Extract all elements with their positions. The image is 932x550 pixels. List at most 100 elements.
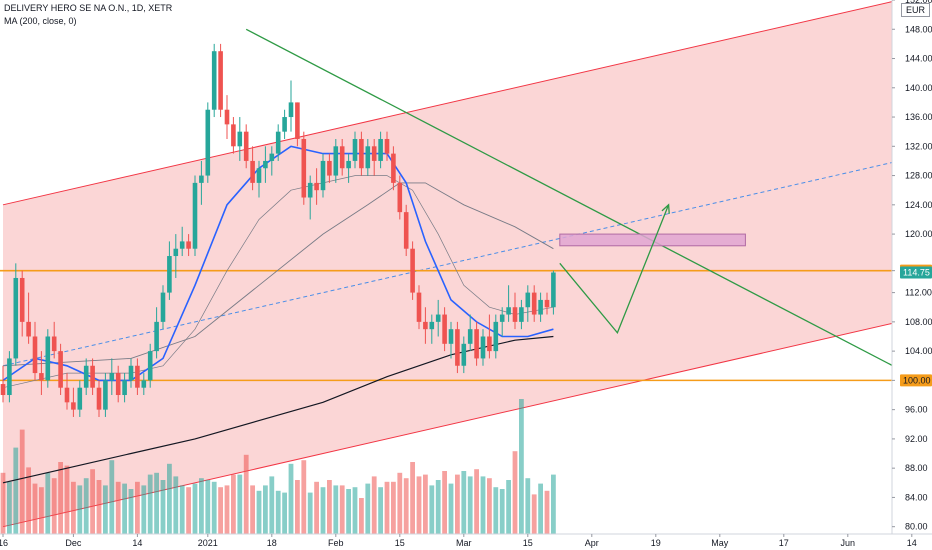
candle-body <box>327 160 332 176</box>
x-tick-label: Dec <box>65 538 82 548</box>
volume-bar <box>135 481 140 534</box>
candle <box>179 226 185 257</box>
candle-body <box>295 102 300 139</box>
candle <box>416 285 422 330</box>
candle <box>346 153 351 183</box>
candle-body <box>551 272 556 308</box>
candle <box>192 175 198 257</box>
candle <box>519 299 524 330</box>
candle <box>461 336 467 374</box>
candle-body <box>371 146 377 161</box>
volume-bar <box>531 494 537 534</box>
candle <box>39 351 44 396</box>
y-tick-label: 84.00 <box>905 492 928 502</box>
candle <box>314 168 319 205</box>
candle-body <box>538 299 543 315</box>
candle-body <box>147 351 153 381</box>
volume-bar <box>13 447 19 534</box>
candle-body <box>307 182 313 198</box>
candle <box>307 175 313 220</box>
candle <box>455 321 460 374</box>
volume-bar <box>141 485 147 534</box>
candle <box>32 321 38 381</box>
volume-bar <box>109 460 115 534</box>
volume-bar <box>474 469 479 534</box>
volume-bar <box>384 481 390 534</box>
candle <box>506 285 511 322</box>
volume-bar <box>115 481 121 534</box>
candle <box>45 329 51 388</box>
candle <box>115 365 121 403</box>
volume-bar <box>19 429 25 534</box>
level-price-tag-bg <box>900 374 932 387</box>
volume-bar <box>333 485 339 534</box>
candle <box>423 307 428 344</box>
candle <box>327 153 332 183</box>
candle-body <box>474 329 479 359</box>
candle-body <box>237 131 243 147</box>
volume-bar <box>525 478 531 534</box>
currency-badge[interactable]: EUR <box>900 3 930 17</box>
y-tick-label: 108.00 <box>905 317 932 327</box>
candle <box>435 299 441 337</box>
volume-bar <box>275 490 281 534</box>
candle-body <box>256 168 262 183</box>
candle-body <box>58 351 63 388</box>
candle <box>551 270 556 315</box>
candle-body <box>288 102 294 118</box>
candle <box>429 314 435 344</box>
volume-bar <box>179 485 185 534</box>
volume-bar <box>45 472 51 534</box>
candle-body <box>320 160 326 191</box>
candle-body <box>26 321 31 337</box>
volume-bar <box>467 476 473 534</box>
volume-bar <box>282 492 287 534</box>
candle <box>301 131 307 205</box>
candle-body <box>410 248 415 293</box>
volume-bar <box>314 481 319 534</box>
volume-bar <box>39 487 44 534</box>
candle <box>365 138 371 176</box>
y-tick-label: 88.00 <box>905 463 928 473</box>
volume-bar <box>391 481 396 534</box>
candle-body <box>103 380 108 410</box>
volume-bar <box>250 485 255 534</box>
volume-bar <box>147 474 153 534</box>
candle-body <box>333 146 339 176</box>
volume-bar <box>403 478 409 534</box>
y-tick-label: 96.00 <box>905 405 928 415</box>
candle-body <box>314 182 319 191</box>
candle-body <box>391 153 396 183</box>
candle-body <box>218 51 223 110</box>
candle <box>391 146 396 191</box>
volume-bar <box>346 489 351 534</box>
candle-body <box>525 292 531 308</box>
candle <box>128 358 134 388</box>
volume-bar <box>96 480 102 534</box>
candle <box>410 241 415 300</box>
y-tick-label: 144.00 <box>905 54 932 64</box>
candle-body <box>51 336 57 352</box>
candle <box>467 314 473 352</box>
candle-body <box>263 160 268 169</box>
volume-bar <box>64 465 70 534</box>
candle <box>103 373 108 417</box>
candle-body <box>167 256 172 293</box>
candle <box>320 153 326 198</box>
volume-bar <box>199 478 204 534</box>
volume-bar <box>7 481 12 534</box>
candle-body <box>531 292 537 315</box>
candle <box>96 380 102 417</box>
candle-body <box>429 321 435 330</box>
x-tick-label: 15 <box>395 538 405 548</box>
volume-bar <box>423 474 428 534</box>
volume-bar <box>378 487 383 534</box>
candle-body <box>141 380 147 388</box>
candle-body <box>83 365 89 388</box>
volume-bar <box>154 472 159 534</box>
volume-bar <box>295 480 300 534</box>
candle <box>487 314 492 359</box>
volume-bar <box>307 492 313 534</box>
candle <box>237 117 243 161</box>
